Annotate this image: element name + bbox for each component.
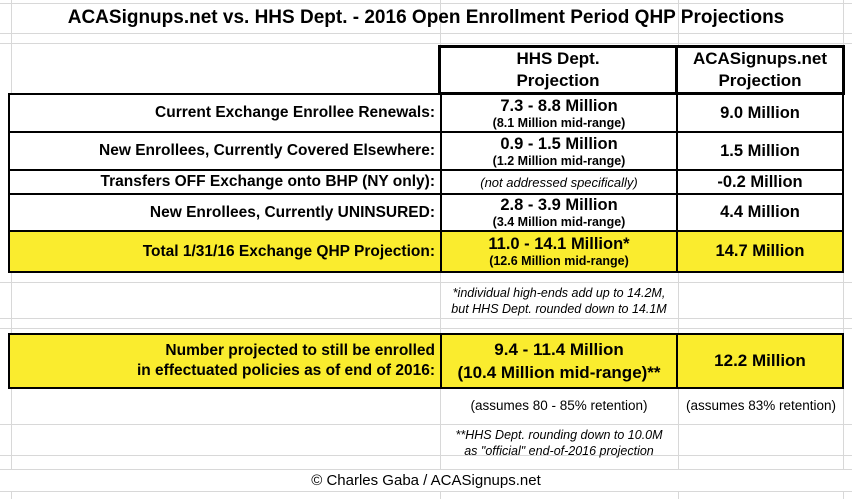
hhs-midrange-value: (10.4 Million mid-range)** bbox=[457, 363, 661, 382]
gridline bbox=[0, 43, 852, 44]
effectuated-label-line1: Number projected to still be enrolled bbox=[165, 342, 435, 359]
column-header-hhs-line1: HHS Dept. bbox=[516, 49, 600, 68]
hhs-midrange-value: (12.6 Million mid-range) bbox=[489, 254, 629, 268]
page-title: ACASignups.net vs. HHS Dept. - 2016 Open… bbox=[67, 7, 785, 28]
hhs-value-cell: 9.4 - 11.4 Million (10.4 Million mid-ran… bbox=[442, 335, 678, 387]
hhs-value-cell: 7.3 - 8.8 Million (8.1 Million mid-range… bbox=[442, 95, 678, 131]
column-header-aca-line1: ACASignups.net bbox=[692, 49, 828, 68]
gridline bbox=[0, 3, 852, 4]
hhs-range-value: 2.8 - 3.9 Million bbox=[500, 196, 618, 214]
aca-value-cell: 4.4 Million bbox=[720, 203, 800, 221]
footnote-total: *individual high-ends add up to 14.2M, b… bbox=[434, 285, 684, 317]
gridline bbox=[0, 455, 852, 456]
effectuated-projection-row: Number projected to still be enrolled in… bbox=[8, 333, 844, 389]
footnote-retention-line2: as "official" end-of-2016 projection bbox=[464, 444, 654, 458]
hhs-value-cell: (not addressed specifically) bbox=[442, 171, 678, 193]
footnote-total-line2: but HHS Dept. rounded down to 14.1M bbox=[451, 302, 667, 316]
hhs-range-value: 11.0 - 14.1 Million* bbox=[488, 235, 630, 253]
gridline bbox=[0, 424, 852, 425]
hhs-range-value: 9.4 - 11.4 Million bbox=[494, 340, 624, 359]
table-row-bhp-transfers: Transfers OFF Exchange onto BHP (NY only… bbox=[10, 171, 842, 195]
footer-credit: © Charles Gaba / ACASignups.net bbox=[0, 469, 852, 492]
aca-value-cell: -0.2 Million bbox=[717, 172, 803, 191]
row-label: New Enrollees, Currently UNINSURED: bbox=[10, 195, 442, 230]
aca-retention-assumption: (assumes 83% retention) bbox=[685, 398, 837, 413]
hhs-value-cell: 0.9 - 1.5 Million (1.2 Million mid-range… bbox=[442, 133, 678, 169]
hhs-range-value: 7.3 - 8.8 Million bbox=[500, 96, 618, 115]
table-row-covered-elsewhere: New Enrollees, Currently Covered Elsewhe… bbox=[10, 133, 842, 171]
aca-value-cell: 9.0 Million bbox=[720, 103, 800, 122]
footnote-retention: **HHS Dept. rounding down to 10.0M as "o… bbox=[434, 427, 684, 459]
aca-value-cell: 14.7 Million bbox=[715, 242, 805, 260]
table-row-uninsured: New Enrollees, Currently UNINSURED: 2.8 … bbox=[10, 195, 842, 232]
aca-value-cell: 12.2 Million bbox=[714, 351, 806, 370]
gridline bbox=[0, 318, 852, 319]
hhs-value-cell: 11.0 - 14.1 Million* (12.6 Million mid-r… bbox=[442, 232, 678, 271]
hhs-midrange-value: (1.2 Million mid-range) bbox=[492, 153, 626, 168]
table-row-total: Total 1/31/16 Exchange QHP Projection: 1… bbox=[10, 232, 842, 271]
column-header-hhs: HHS Dept. Projection bbox=[441, 48, 678, 92]
hhs-range-value: 0.9 - 1.5 Million bbox=[500, 134, 618, 153]
hhs-value-cell: 2.8 - 3.9 Million (3.4 Million mid-range… bbox=[442, 195, 678, 230]
gridline bbox=[0, 33, 852, 34]
table-row-renewals: Current Exchange Enrollee Renewals: 7.3 … bbox=[10, 95, 842, 133]
row-label: Total 1/31/16 Exchange QHP Projection: bbox=[10, 232, 442, 271]
effectuated-label-line2: in effectuated policies as of end of 201… bbox=[136, 362, 435, 379]
row-label: Number projected to still be enrolled in… bbox=[10, 335, 442, 387]
hhs-midrange-value: (3.4 Million mid-range) bbox=[492, 215, 626, 229]
hhs-retention-assumption: (assumes 80 - 85% retention) bbox=[470, 398, 648, 413]
row-label: Current Exchange Enrollee Renewals: bbox=[10, 95, 442, 131]
hhs-midrange-value: (8.1 Million mid-range) bbox=[492, 115, 626, 130]
footnote-retention-line1: **HHS Dept. rounding down to 10.0M bbox=[455, 428, 663, 442]
gridline bbox=[0, 282, 852, 283]
column-header-aca-line2: Projection bbox=[718, 71, 802, 90]
row-label: New Enrollees, Currently Covered Elsewhe… bbox=[10, 133, 442, 169]
footnote-total-line1: *individual high-ends add up to 14.2M, bbox=[452, 286, 666, 300]
projection-table: Current Exchange Enrollee Renewals: 7.3 … bbox=[8, 93, 844, 273]
row-label: Transfers OFF Exchange onto BHP (NY only… bbox=[10, 171, 442, 193]
column-headers: HHS Dept. Projection ACASignups.net Proj… bbox=[438, 45, 845, 95]
column-header-hhs-line2: Projection bbox=[516, 71, 600, 90]
gridline bbox=[0, 328, 852, 329]
hhs-not-addressed-note: (not addressed specifically) bbox=[480, 174, 638, 190]
aca-value-cell: 1.5 Million bbox=[720, 141, 800, 160]
column-header-aca: ACASignups.net Projection bbox=[678, 48, 842, 92]
